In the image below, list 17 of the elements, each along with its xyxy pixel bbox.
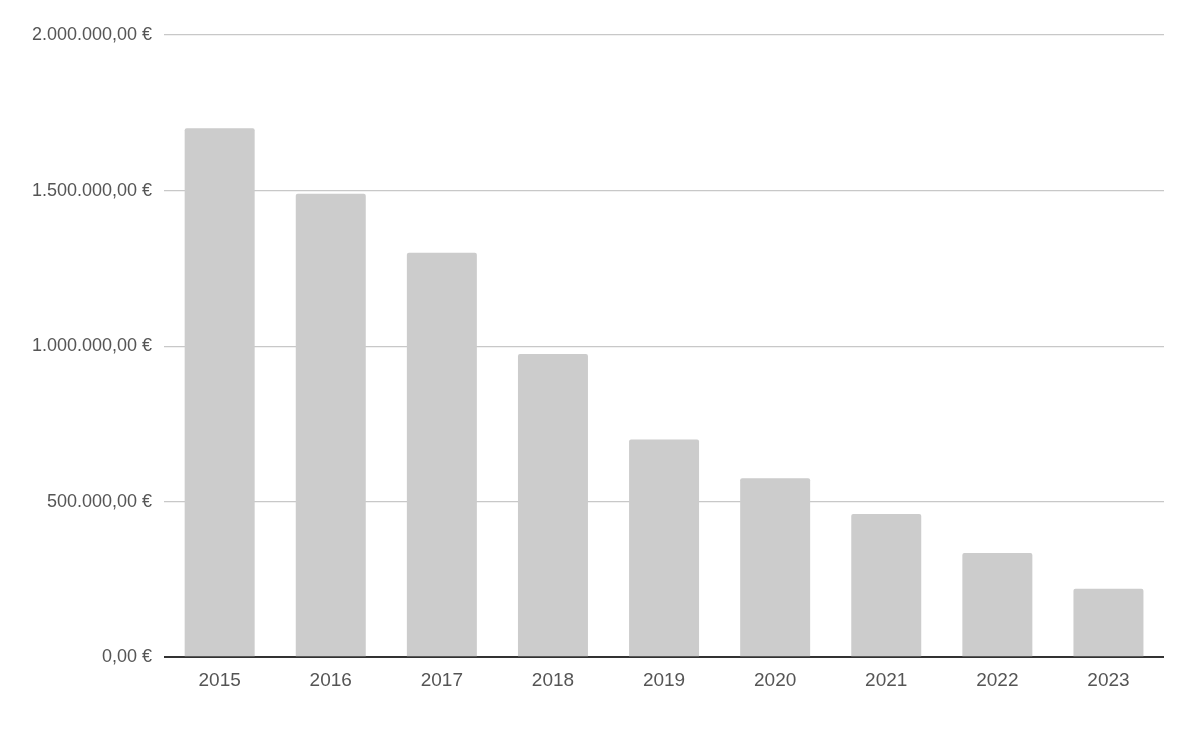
y-tick-label: 0,00 € (102, 646, 153, 667)
y-tick-label: 2.000.000,00 € (31, 23, 153, 44)
x-tick-label: 2020 (754, 668, 797, 690)
x-tick-label: 2017 (420, 668, 463, 690)
bar (1073, 588, 1144, 657)
y-tick-label: 1.500.000,00 € (31, 179, 153, 200)
x-tick-label: 2018 (531, 668, 575, 690)
x-tick-label: 2015 (198, 668, 241, 690)
x-tick-label: 2016 (309, 668, 352, 690)
y-tick-label: 1.000.000,00 € (31, 335, 153, 356)
bar (962, 552, 1033, 657)
x-tick-label: 2019 (642, 668, 686, 690)
y-tick-label: 500.000,00 € (47, 490, 153, 511)
x-tick-label: 2023 (1087, 668, 1130, 690)
x-tick-label: 2021 (865, 668, 908, 690)
x-tick-label: 2022 (976, 668, 1019, 690)
bar (851, 514, 922, 657)
